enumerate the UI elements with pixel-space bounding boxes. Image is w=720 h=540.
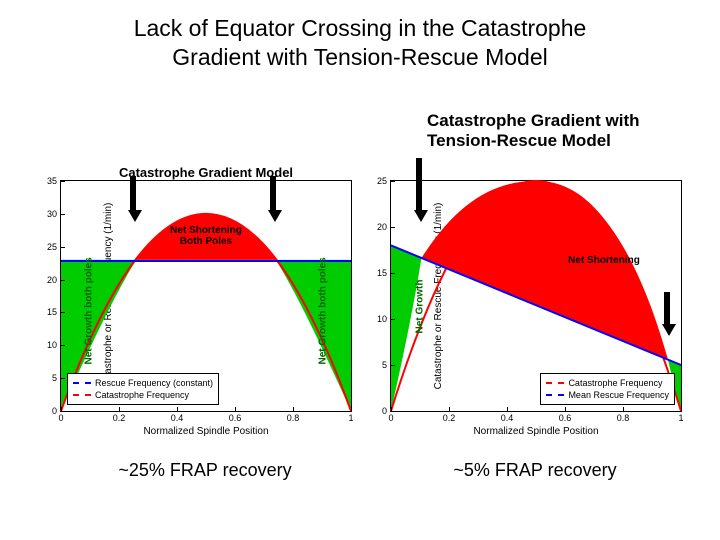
xtick: 1 (348, 413, 353, 423)
left-caption: ~25% FRAP recovery (60, 460, 350, 481)
legend-item: Rescue Frequency (constant) (73, 377, 213, 389)
xtick: 0.2 (113, 413, 126, 423)
right-subtitle: Catastrophe Gradient with Tension-Rescue… (427, 111, 687, 152)
left-chart-title: Catastrophe Gradient Model (61, 165, 351, 180)
ytick: 10 (367, 314, 387, 324)
ytick: 5 (367, 360, 387, 370)
legend-label: Rescue Frequency (constant) (95, 378, 213, 388)
right-xlabel: Normalized Spindle Position (391, 426, 681, 437)
legend-label: Mean Rescue Frequency (568, 390, 669, 400)
xtick: 0 (58, 413, 63, 423)
title-line2: Gradient with Tension-Rescue Model (172, 44, 547, 70)
ytick: 15 (367, 268, 387, 278)
ytick: 20 (37, 275, 57, 285)
legend-item: Catastrophe Frequency (546, 377, 669, 389)
arrow-icon (128, 176, 138, 222)
xtick: 1 (678, 413, 683, 423)
legend-item: Catastrophe Frequency (73, 389, 213, 401)
legend-label: Catastrophe Frequency (95, 390, 189, 400)
right-legend: Catastrophe Frequency Mean Rescue Freque… (540, 373, 675, 405)
ytick: 15 (37, 307, 57, 317)
ytick: 20 (367, 222, 387, 232)
ytick: 25 (367, 176, 387, 186)
left-legend: Rescue Frequency (constant) Catastrophe … (67, 373, 219, 405)
left-growth-right-label: Net Growth both poles (318, 265, 329, 365)
page-title: Lack of Equator Crossing in the Catastro… (0, 14, 720, 72)
xtick: 0.8 (617, 413, 630, 423)
right-subtitle-line2: Tension-Rescue Model (427, 131, 611, 150)
left-chart: Catastrophe Gradient Model Catastrophe o… (60, 180, 352, 412)
right-caption: ~5% FRAP recovery (390, 460, 680, 481)
ytick: 30 (37, 209, 57, 219)
arrow-icon (268, 176, 278, 222)
legend-label: Catastrophe Frequency (568, 378, 662, 388)
ytick: 5 (37, 373, 57, 383)
right-subtitle-line1: Catastrophe Gradient with (427, 111, 640, 130)
xtick: 0.6 (229, 413, 242, 423)
slide: Lack of Equator Crossing in the Catastro… (0, 0, 720, 540)
ytick: 0 (367, 406, 387, 416)
legend-item: Mean Rescue Frequency (546, 389, 669, 401)
arrow-icon (662, 292, 672, 336)
right-growth-label: Net Growth (415, 262, 426, 352)
ytick: 10 (37, 340, 57, 350)
xtick: 0.4 (501, 413, 514, 423)
xtick: 0 (388, 413, 393, 423)
arrow-icon (414, 158, 424, 222)
xtick: 0.4 (171, 413, 184, 423)
left-rescue-line (61, 260, 351, 262)
ytick: 25 (37, 242, 57, 252)
left-growth-left-label: Net Growth both poles (84, 265, 95, 365)
xtick: 0.8 (287, 413, 300, 423)
ytick: 0 (37, 406, 57, 416)
ytick: 35 (37, 176, 57, 186)
xtick: 0.6 (559, 413, 572, 423)
right-chart: Catastrophe or Rescue Frequency (1/min) … (390, 180, 682, 412)
left-shortening-label: Net Shortening Both Poles (161, 225, 251, 247)
xtick: 0.2 (443, 413, 456, 423)
title-line1: Lack of Equator Crossing in the Catastro… (134, 15, 587, 41)
left-xlabel: Normalized Spindle Position (61, 426, 351, 437)
right-shortening-label: Net Shortening (549, 255, 659, 266)
